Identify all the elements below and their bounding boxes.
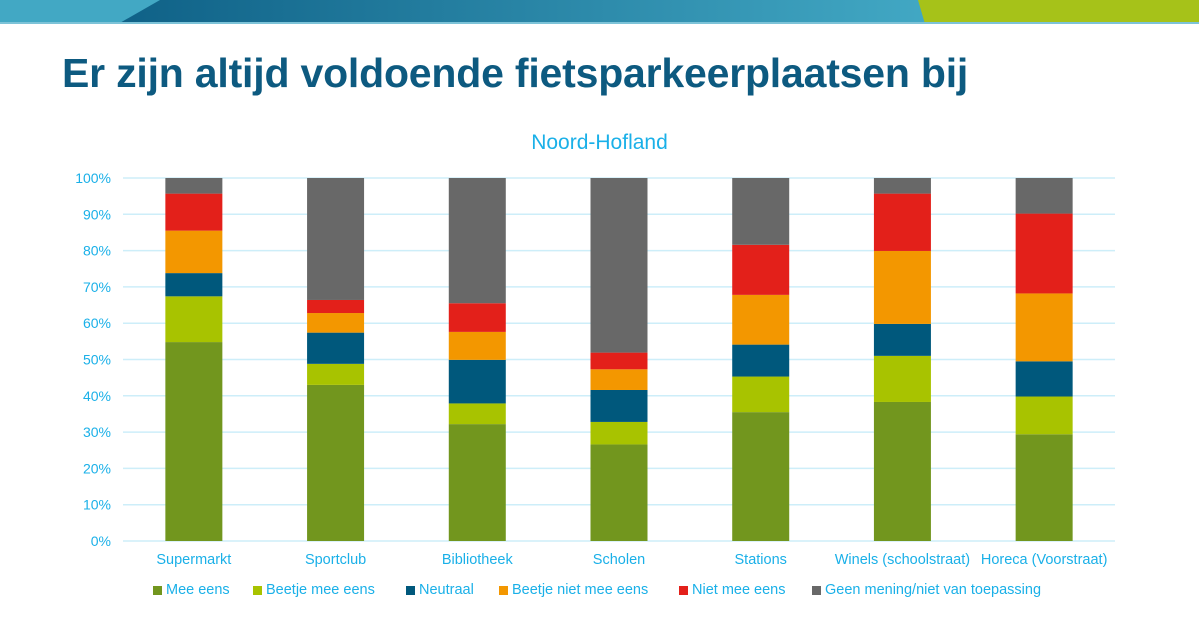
x-axis-labels: Supermarkt Sportclub Bibliotheek Scholen Sta…	[156, 552, 1107, 568]
bar-stack	[448, 178, 506, 541]
y-tick-label: 60%	[83, 315, 111, 331]
bar-segment	[873, 401, 931, 541]
bar-segment	[307, 299, 365, 314]
legend-item: Beetje niet mee eens	[499, 582, 648, 598]
bar-segment	[732, 412, 790, 541]
bar-segment	[165, 273, 223, 297]
x-tick-label: Bibliotheek	[442, 552, 514, 568]
y-tick-label: 0%	[91, 533, 111, 549]
bar-segment	[448, 331, 506, 360]
bar-segment	[732, 344, 790, 377]
bar-segment	[448, 359, 506, 404]
y-tick-label: 30%	[83, 424, 111, 440]
header-banner	[0, 0, 1199, 24]
y-tick-label: 10%	[83, 497, 111, 513]
y-tick-label: 20%	[83, 460, 111, 476]
legend: Mee eens Beetje mee eens Neutraal Beetje ni…	[0, 582, 1199, 602]
bar-segment	[590, 178, 648, 353]
bar-segment	[732, 178, 790, 245]
bar-segment	[165, 296, 223, 343]
bar-segment	[590, 444, 648, 541]
bar-segment	[873, 193, 931, 251]
y-tick-label: 100%	[75, 170, 111, 186]
banner-bottom-line	[0, 22, 1199, 24]
legend-item: Niet mee eens	[679, 582, 786, 598]
bar-segment	[873, 178, 931, 194]
bar-segment	[307, 363, 365, 385]
y-tick-label: 40%	[83, 388, 111, 404]
y-tick-label: 80%	[83, 243, 111, 259]
legend-swatch	[812, 585, 821, 595]
bar-segment	[448, 303, 506, 332]
bar-segment	[165, 342, 223, 541]
bar-segment	[1015, 178, 1073, 214]
bar-segment	[165, 178, 223, 194]
x-tick-label: Scholen	[593, 552, 645, 568]
legend-item: Mee eens	[153, 582, 230, 598]
bar-segment	[307, 332, 365, 364]
bar-segment	[448, 424, 506, 541]
bar-segment	[448, 403, 506, 425]
y-tick-label: 70%	[83, 279, 111, 295]
x-tick-label: Horeca (Voorstraat)	[981, 552, 1108, 568]
bar-segment	[732, 244, 790, 295]
bar-stack	[165, 178, 223, 541]
bar-segment	[873, 323, 931, 356]
bar-segment	[732, 376, 790, 413]
x-tick-label: Stations	[735, 552, 787, 568]
legend-label: Beetje mee eens	[266, 582, 375, 598]
legend-swatch	[679, 585, 688, 595]
legend-label: Niet mee eens	[692, 582, 786, 598]
bar-segment	[590, 369, 648, 390]
bar-stack	[1015, 178, 1073, 541]
legend-label: Neutraal	[419, 582, 474, 598]
chart-title: Noord-Hofland	[531, 131, 668, 154]
bar-stack	[732, 178, 790, 541]
y-axis-ticks: 0% 10% 20% 30% 40% 50% 60% 70% 80% 90% 100%	[75, 170, 111, 549]
legend-label: Mee eens	[166, 582, 230, 598]
legend-swatch	[406, 585, 415, 595]
bar-stack	[307, 178, 365, 541]
bar-segment	[448, 178, 506, 304]
bar-segment	[165, 230, 223, 274]
bar-segment	[1015, 293, 1073, 362]
bar-segment	[1015, 396, 1073, 435]
bars	[165, 178, 1073, 541]
bar-segment	[1015, 361, 1073, 397]
y-tick-label: 50%	[83, 352, 111, 368]
bar-segment	[590, 389, 648, 422]
legend-item: Neutraal	[406, 582, 474, 598]
legend-label: Beetje niet mee eens	[512, 582, 649, 598]
legend-label: Geen mening/niet van toepassing	[825, 582, 1042, 598]
legend-item: Geen mening/niet van toepassing	[812, 582, 1041, 598]
bar-segment	[307, 178, 365, 300]
bar-stack	[590, 178, 648, 541]
bar-segment	[1015, 434, 1073, 541]
stacked-bar-chart: 0% 10% 20% 30% 40% 50% 60% 70% 80% 90% 100% Superm…	[75, 170, 1115, 568]
legend-swatch	[253, 585, 262, 595]
legend-swatch	[153, 585, 162, 595]
banner-dark-band	[118, 0, 930, 24]
bar-segment	[590, 352, 648, 370]
bar-segment	[590, 421, 648, 445]
y-tick-label: 90%	[83, 206, 111, 222]
bar-segment	[307, 384, 365, 541]
bar-segment	[873, 355, 931, 402]
x-tick-label: Sportclub	[305, 552, 366, 568]
bar-segment	[307, 313, 365, 333]
banner-green-band	[918, 0, 1199, 24]
bar-segment	[873, 250, 931, 324]
bar-segment	[732, 294, 790, 345]
legend-item: Beetje mee eens	[253, 582, 375, 598]
x-tick-label: Supermarkt	[156, 552, 231, 568]
bar-stack	[873, 178, 931, 541]
legend-swatch	[499, 585, 508, 595]
page-title: Er zijn altijd voldoende fietsparkeerpla…	[62, 50, 969, 96]
bar-segment	[1015, 213, 1073, 294]
bar-segment	[165, 193, 223, 231]
x-tick-label: Winels (schoolstraat)	[835, 552, 970, 568]
